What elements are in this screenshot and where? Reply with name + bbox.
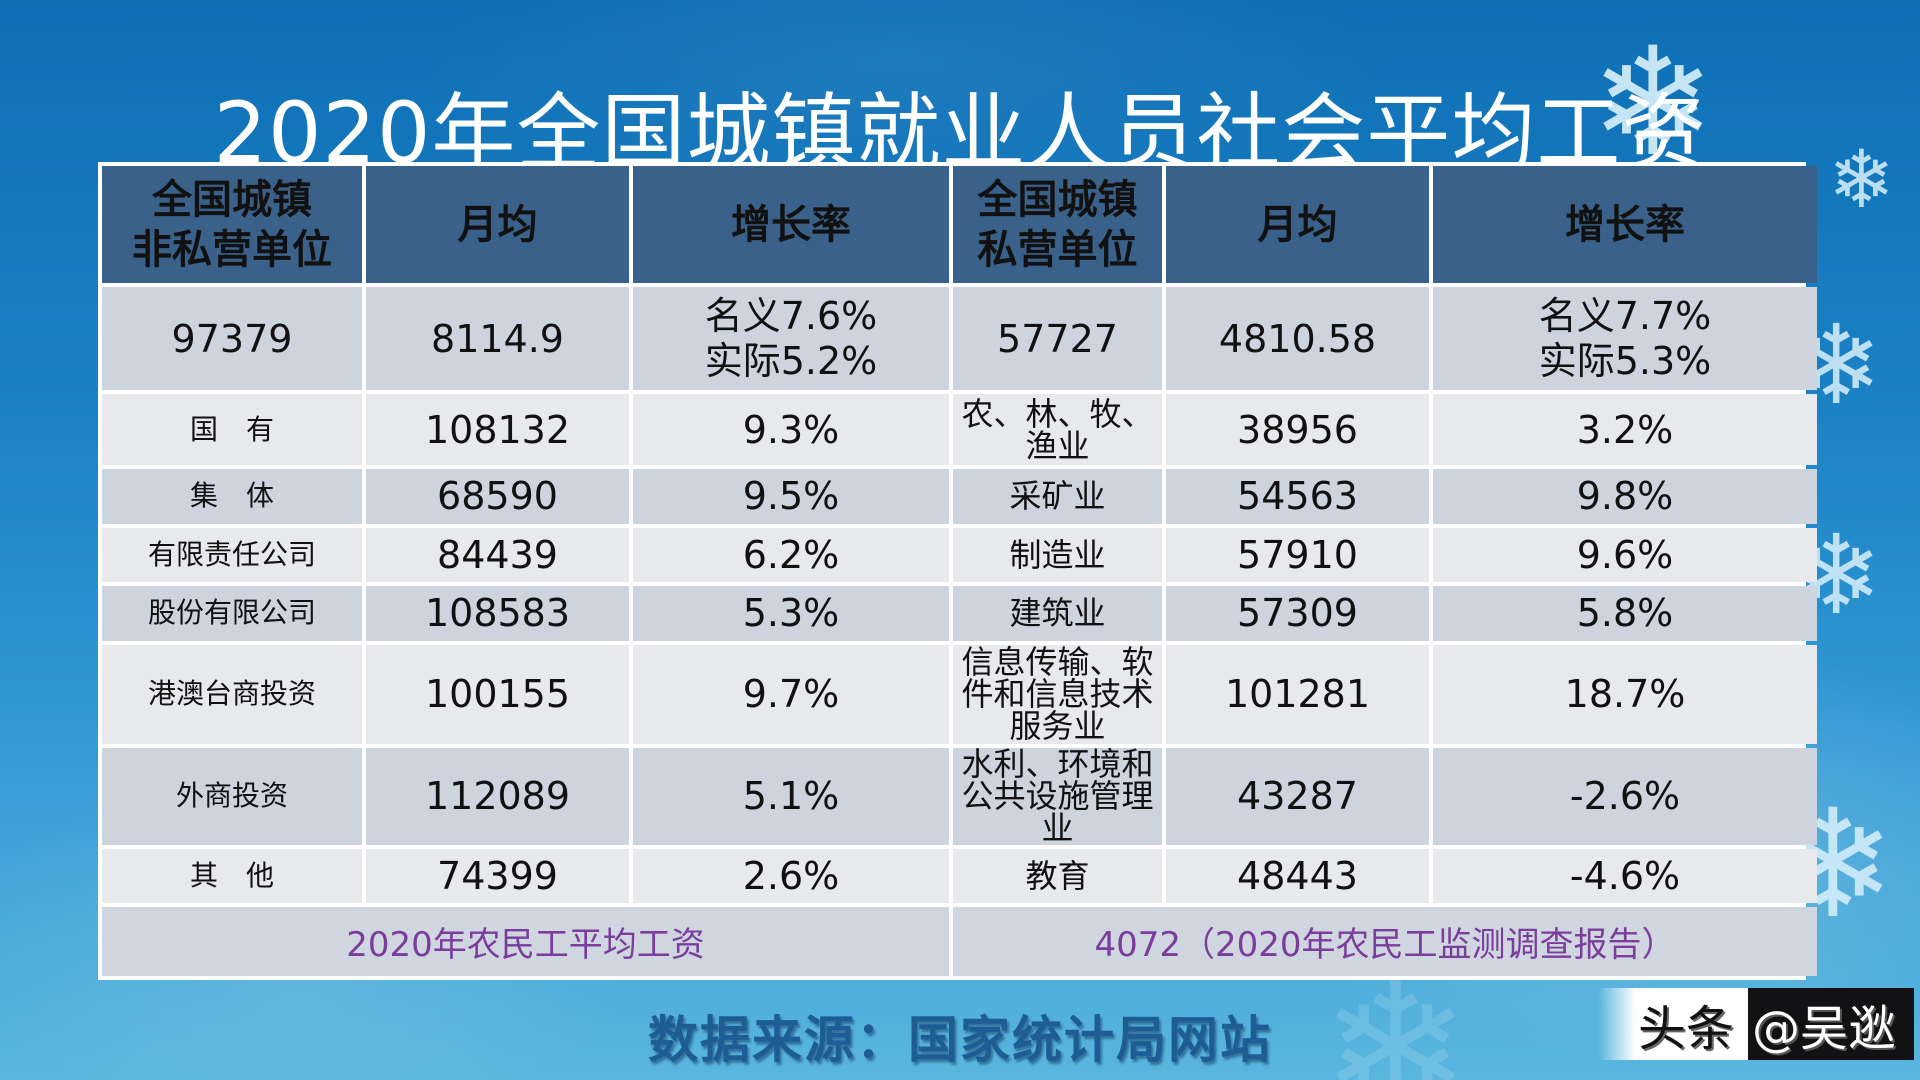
row-growth-right: 18.7%	[1433, 644, 1817, 744]
row-label-right: 采矿业	[953, 468, 1162, 524]
row-growth-left: 9.3%	[633, 394, 949, 465]
growth-nominal: 名义7.7%	[1538, 293, 1712, 338]
header-left-growth: 增长率	[633, 166, 949, 284]
table-row: 国 有 108132 9.3% 农、林、牧、渔业 38956 3.2%	[102, 394, 1817, 465]
wage-table: 全国城镇 非私营单位 月均 增长率 全国城镇 私营单位 月均 增长率 97379…	[98, 162, 1821, 980]
header-line: 私营单位	[977, 226, 1138, 273]
table-row-totals: 97379 8114.9 名义7.6% 实际5.2% 57727 4810.58…	[102, 287, 1817, 391]
right-annual-total: 57727	[953, 287, 1162, 391]
header-right-growth: 增长率	[1433, 166, 1817, 284]
migrant-wage-label: 2020年农民工平均工资	[102, 907, 949, 976]
row-label-right: 制造业	[953, 527, 1162, 583]
row-value-right: 54563	[1166, 468, 1429, 524]
table-row: 港澳台商投资 100155 9.7% 信息传输、软件和信息技术服务业 10128…	[102, 644, 1817, 744]
row-growth-right: -2.6%	[1433, 747, 1817, 845]
row-growth-left: 6.2%	[633, 527, 949, 583]
growth-real: 实际5.3%	[1538, 338, 1712, 383]
left-annual-total: 97379	[102, 287, 362, 391]
row-label-right: 水利、环境和公共设施管理业	[953, 747, 1162, 845]
table-row: 有限责任公司 84439 6.2% 制造业 57910 9.6%	[102, 527, 1817, 583]
row-value-left: 68590	[366, 468, 629, 524]
row-growth-left: 2.6%	[633, 848, 949, 904]
row-label-left: 股份有限公司	[102, 586, 362, 641]
row-value-right: 57910	[1166, 527, 1429, 583]
row-growth-right: 9.6%	[1433, 527, 1817, 583]
row-label-left: 国 有	[102, 394, 362, 465]
table-header-row: 全国城镇 非私营单位 月均 增长率 全国城镇 私营单位 月均 增长率	[102, 166, 1817, 284]
row-growth-right: -4.6%	[1433, 848, 1817, 904]
row-label-right: 农、林、牧、渔业	[953, 394, 1162, 465]
header-nonprivate-units: 全国城镇 非私营单位	[102, 166, 362, 284]
table-row: 股份有限公司 108583 5.3% 建筑业 57309 5.8%	[102, 586, 1817, 641]
watermark-author: @吴逖	[1748, 988, 1915, 1060]
data-source: 数据来源：国家统计局网站	[648, 1011, 1272, 1069]
row-growth-left: 9.5%	[633, 468, 949, 524]
migrant-wage-value: 4072（2020年农民工监测调查报告）	[953, 907, 1817, 976]
header-right-monthly: 月均	[1166, 166, 1429, 284]
row-growth-right: 5.8%	[1433, 586, 1817, 641]
row-value-right: 57309	[1166, 586, 1429, 641]
right-growth-total: 名义7.7% 实际5.3%	[1433, 287, 1817, 391]
table-footer-row: 2020年农民工平均工资 4072（2020年农民工监测调查报告）	[102, 907, 1817, 976]
row-value-left: 84439	[366, 527, 629, 583]
row-label-right: 教育	[953, 848, 1162, 904]
row-label-left: 其 他	[102, 848, 362, 904]
watermark: 头条 @吴逖	[1598, 988, 1915, 1060]
row-value-right: 38956	[1166, 394, 1429, 465]
row-growth-left: 5.3%	[633, 586, 949, 641]
header-line: 全国城镇	[152, 176, 312, 223]
row-value-right: 101281	[1166, 644, 1429, 744]
row-growth-right: 9.8%	[1433, 468, 1817, 524]
left-growth-total: 名义7.6% 实际5.2%	[633, 287, 949, 391]
row-label-left: 有限责任公司	[102, 527, 362, 583]
growth-real: 实际5.2%	[704, 338, 878, 383]
row-growth-left: 9.7%	[633, 644, 949, 744]
row-label-left: 外商投资	[102, 747, 362, 845]
row-label-left: 集 体	[102, 468, 362, 524]
row-value-left: 112089	[366, 747, 629, 845]
row-growth-left: 5.1%	[633, 747, 949, 845]
row-growth-right: 3.2%	[1433, 394, 1817, 465]
header-line: 非私营单位	[132, 226, 332, 273]
row-value-right: 48443	[1166, 848, 1429, 904]
row-value-left: 108132	[366, 394, 629, 465]
row-value-left: 100155	[366, 644, 629, 744]
row-label-left: 港澳台商投资	[102, 644, 362, 744]
growth-nominal: 名义7.6%	[704, 293, 878, 338]
row-value-left: 108583	[366, 586, 629, 641]
header-left-monthly: 月均	[366, 166, 629, 284]
header-private-units: 全国城镇 私营单位	[953, 166, 1162, 284]
row-label-right: 信息传输、软件和信息技术服务业	[953, 644, 1162, 744]
header-line: 全国城镇	[977, 176, 1138, 223]
table-row: 集 体 68590 9.5% 采矿业 54563 9.8%	[102, 468, 1817, 524]
table-row: 其 他 74399 2.6% 教育 48443 -4.6%	[102, 848, 1817, 904]
watermark-platform: 头条	[1598, 988, 1749, 1060]
row-value-left: 74399	[366, 848, 629, 904]
left-monthly-total: 8114.9	[366, 287, 629, 391]
table-row: 外商投资 112089 5.1% 水利、环境和公共设施管理业 43287 -2.…	[102, 747, 1817, 845]
wage-table-container: 全国城镇 非私营单位 月均 增长率 全国城镇 私营单位 月均 增长率 97379…	[98, 162, 1817, 980]
row-label-right: 建筑业	[953, 586, 1162, 641]
row-value-right: 43287	[1166, 747, 1429, 845]
right-monthly-total: 4810.58	[1166, 287, 1429, 391]
